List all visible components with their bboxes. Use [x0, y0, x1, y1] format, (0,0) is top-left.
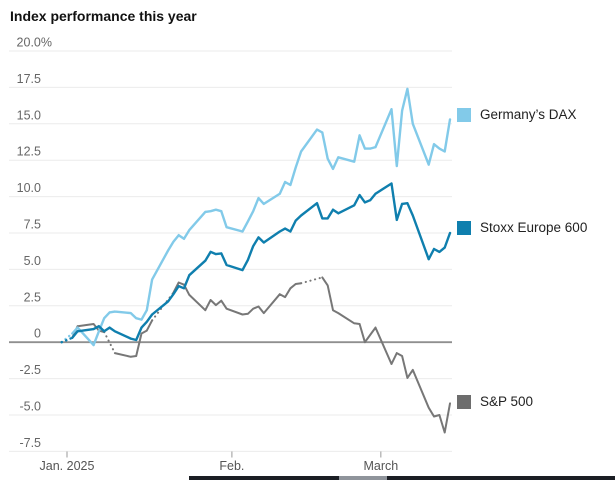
y-axis-label: 0	[34, 327, 41, 341]
scrollbar-track	[189, 476, 339, 480]
y-axis-label: 17.5	[17, 72, 41, 86]
y-axis-label: 10.0	[17, 181, 41, 195]
scrollbar-track	[387, 476, 615, 480]
y-axis-label: 7.5	[24, 218, 41, 232]
y-axis-label: 2.5	[24, 290, 41, 304]
y-axis-label: 12.5	[17, 145, 41, 159]
y-axis-label: 15.0	[17, 108, 41, 122]
series-line-Germany's DAX	[71, 87, 452, 347]
scrollbar-thumb[interactable]	[339, 476, 387, 480]
y-axis-label: -5.0	[19, 400, 41, 414]
y-axis-label: -2.5	[19, 363, 41, 377]
x-axis-label: March	[363, 459, 398, 473]
legend-item-dax: Germany’s DAX	[457, 107, 577, 122]
legend-label-dax: Germany’s DAX	[480, 107, 577, 122]
legend-item-stoxx: Stoxx Europe 600	[457, 220, 587, 235]
y-axis-label: -7.5	[19, 436, 41, 450]
legend-swatch-stoxx	[457, 220, 471, 235]
y-axis-label: 20.0%	[17, 36, 52, 50]
series-line-S&P 500	[71, 276, 451, 434]
y-axis-label: 5.0	[24, 254, 41, 268]
x-axis-label: Jan. 2025	[40, 459, 95, 473]
series-line-dotted-Stoxx Europe 600	[60, 336, 74, 344]
legend-label-stoxx: Stoxx Europe 600	[480, 220, 588, 235]
series-line-Stoxx Europe 600	[71, 182, 452, 342]
legend-label-sp500: S&P 500	[480, 394, 534, 409]
x-axis-label: Feb.	[219, 459, 244, 473]
legend-swatch-dax	[457, 107, 471, 122]
chart-title: Index performance this year	[10, 8, 197, 24]
legend-item-sp500: S&P 500	[457, 394, 533, 409]
legend-swatch-sp500	[457, 394, 471, 409]
